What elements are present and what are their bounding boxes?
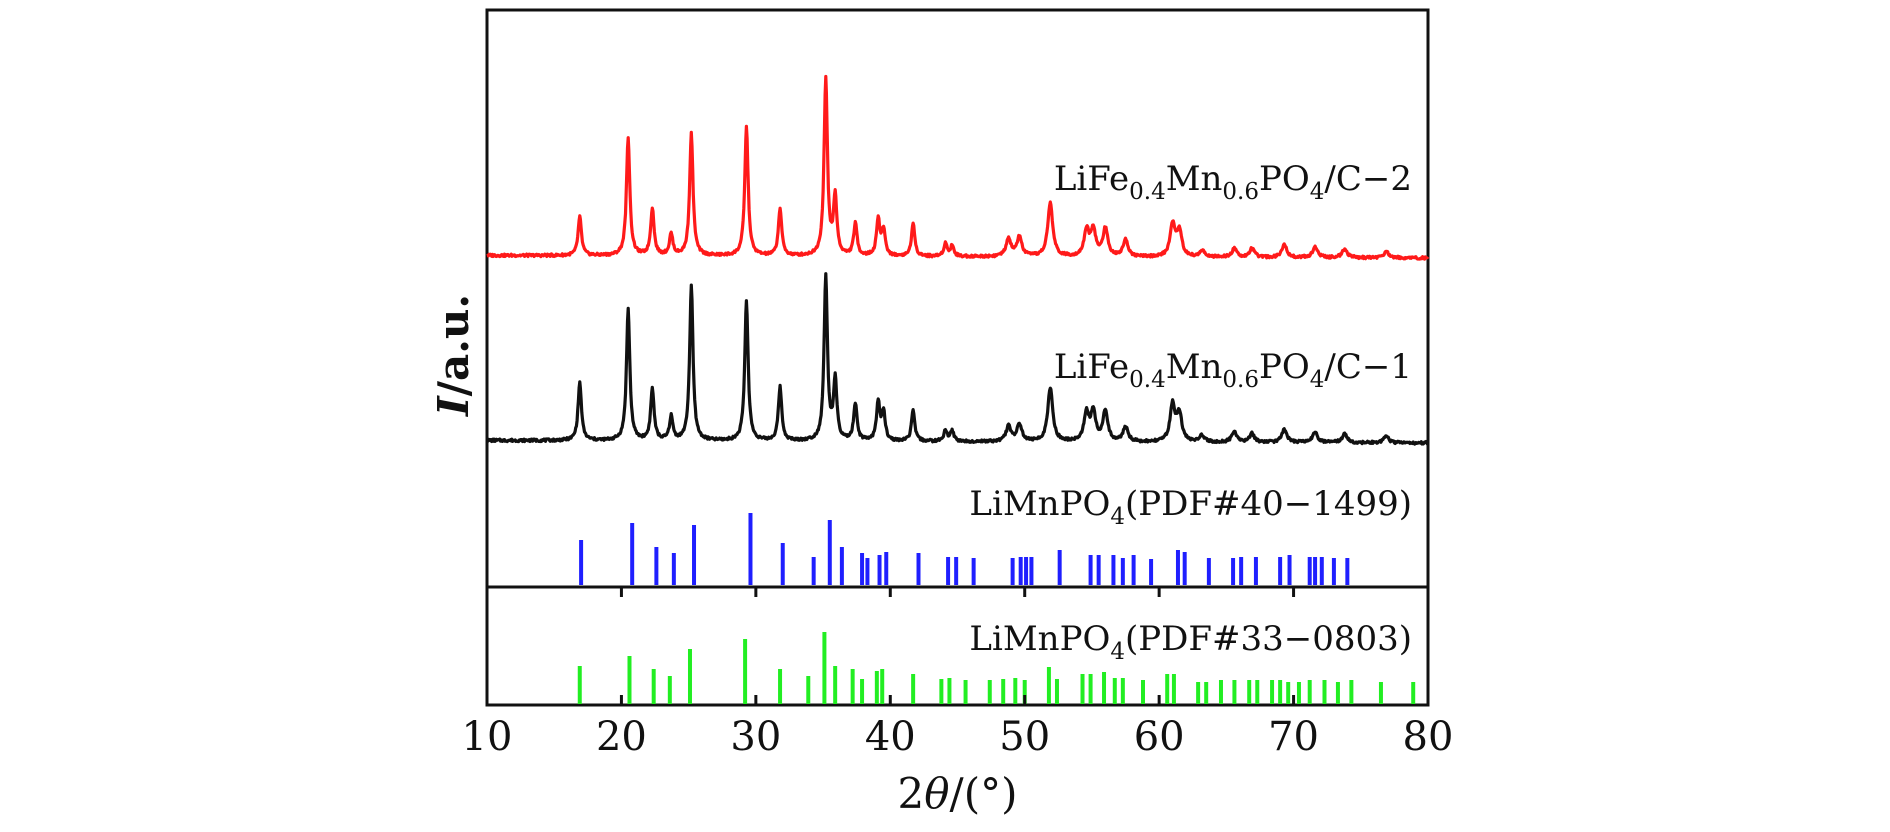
y-axis-symbol: I xyxy=(429,395,478,417)
x-axis-text: /(°) xyxy=(950,769,1018,818)
label-text: PO xyxy=(1259,347,1310,387)
label-text: LiMnPO xyxy=(969,484,1110,524)
label-text: Mn xyxy=(1166,159,1223,199)
label-text: (PDF#40−1499) xyxy=(1125,484,1412,524)
x-tick-label: 10 xyxy=(462,714,513,760)
label-subscript: 4 xyxy=(1110,639,1125,665)
x-tick-label: 20 xyxy=(596,714,647,760)
x-tick-label: 70 xyxy=(1268,714,1319,760)
label-text: LiMnPO xyxy=(969,619,1110,659)
label-text: LiFe xyxy=(1054,159,1129,199)
y-axis-text: /a.u. xyxy=(429,294,478,396)
x-tick-label: 40 xyxy=(865,714,916,760)
series-group xyxy=(486,74,1430,446)
x-axis-title: 2θ/(°) xyxy=(898,769,1018,818)
label-subscript: 4 xyxy=(1310,367,1325,393)
label-text: LiFe xyxy=(1054,347,1129,387)
label-subscript: 0.6 xyxy=(1222,367,1259,393)
series-sample2-trace xyxy=(486,74,1430,261)
label-subscript: 0.4 xyxy=(1129,179,1166,205)
y-axis-title: I/a.u. xyxy=(429,294,478,417)
label-text: /C−1 xyxy=(1324,347,1412,387)
x-tick-label: 50 xyxy=(999,714,1050,760)
reference-group xyxy=(577,513,1416,704)
reference-ref2-sticks xyxy=(577,632,1416,704)
label-ref2: LiMnPO4(PDF#33−0803) xyxy=(969,619,1412,665)
plot-frame xyxy=(485,8,1430,707)
label-subscript: 0.4 xyxy=(1129,367,1166,393)
x-tick-label: 60 xyxy=(1134,714,1185,760)
label-sample2: LiFe0.4Mn0.6PO4/C−2 xyxy=(1054,159,1412,205)
series-sample1-trace xyxy=(486,272,1429,446)
label-sample1: LiFe0.4Mn0.6PO4/C−1 xyxy=(1054,347,1412,393)
label-text: /C−2 xyxy=(1324,159,1412,199)
label-text: PO xyxy=(1259,159,1310,199)
x-tick-label: 30 xyxy=(730,714,781,760)
axes-group: 10 20 30 40 50 60 70 80 2θ/(°) I/a.u. xyxy=(429,294,1453,818)
reference-ref1-sticks xyxy=(579,513,1350,585)
label-subscript: 4 xyxy=(1310,179,1325,205)
x-tick-label: 80 xyxy=(1403,714,1454,760)
label-ref1: LiMnPO4(PDF#40−1499) xyxy=(969,484,1412,530)
series-labels: LiFe0.4Mn0.6PO4/C−2LiFe0.4Mn0.6PO4/C−1Li… xyxy=(969,159,1412,665)
x-axis-symbol: θ xyxy=(924,769,949,818)
label-text: Mn xyxy=(1166,347,1223,387)
plot-area xyxy=(485,8,1430,707)
label-subscript: 0.6 xyxy=(1222,179,1259,205)
x-axis-text: 2 xyxy=(898,769,925,818)
label-subscript: 4 xyxy=(1110,504,1125,530)
label-text: (PDF#33−0803) xyxy=(1125,619,1412,659)
